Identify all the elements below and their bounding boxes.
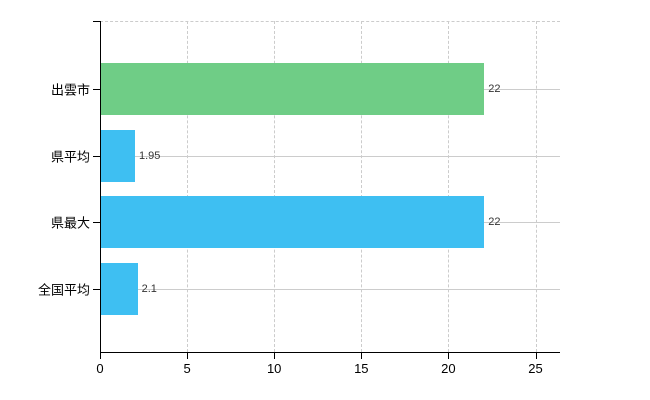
x-tick xyxy=(535,353,537,359)
bar-1 xyxy=(101,63,485,115)
x-tick-label: 10 xyxy=(266,361,282,376)
x-tick xyxy=(448,353,450,359)
category-tick xyxy=(93,155,100,157)
category-label: 県最大 xyxy=(50,215,90,231)
v-gridline xyxy=(274,21,276,352)
category-tick xyxy=(93,89,100,90)
x-tick-label: 5 xyxy=(183,361,191,376)
category-label: 県平均 xyxy=(50,149,90,164)
bar-3 xyxy=(101,196,485,248)
x-tick-label: 20 xyxy=(441,361,456,376)
h-gridline xyxy=(100,155,560,157)
category-tick xyxy=(93,222,100,223)
x-tick xyxy=(100,353,101,359)
bar-value-label: 22 xyxy=(488,216,501,228)
x-tick-label: 0 xyxy=(96,361,104,376)
plot-top-border xyxy=(100,21,560,22)
y-axis-line xyxy=(100,21,101,358)
category-tick xyxy=(93,288,100,290)
category-label: 出雲市 xyxy=(50,82,90,98)
y-axis-end-tick xyxy=(93,21,100,22)
v-gridline xyxy=(187,21,189,352)
bar-value-label: 22 xyxy=(488,83,501,95)
bar-value-label: 2.1 xyxy=(141,282,157,295)
bar-value-label: 1.95 xyxy=(138,149,161,162)
x-tick-label: 25 xyxy=(528,361,543,376)
v-gridline xyxy=(361,21,363,352)
x-tick xyxy=(361,353,363,359)
bar-2 xyxy=(101,129,135,182)
h-gridline xyxy=(100,288,560,290)
category-label: 全国平均 xyxy=(37,282,90,297)
v-gridline xyxy=(535,21,537,352)
bar-4 xyxy=(101,262,138,315)
x-axis-line xyxy=(100,352,560,353)
x-tick xyxy=(274,353,276,359)
x-tick-label: 15 xyxy=(354,361,369,376)
x-tick xyxy=(187,353,189,359)
v-gridline xyxy=(448,21,450,352)
